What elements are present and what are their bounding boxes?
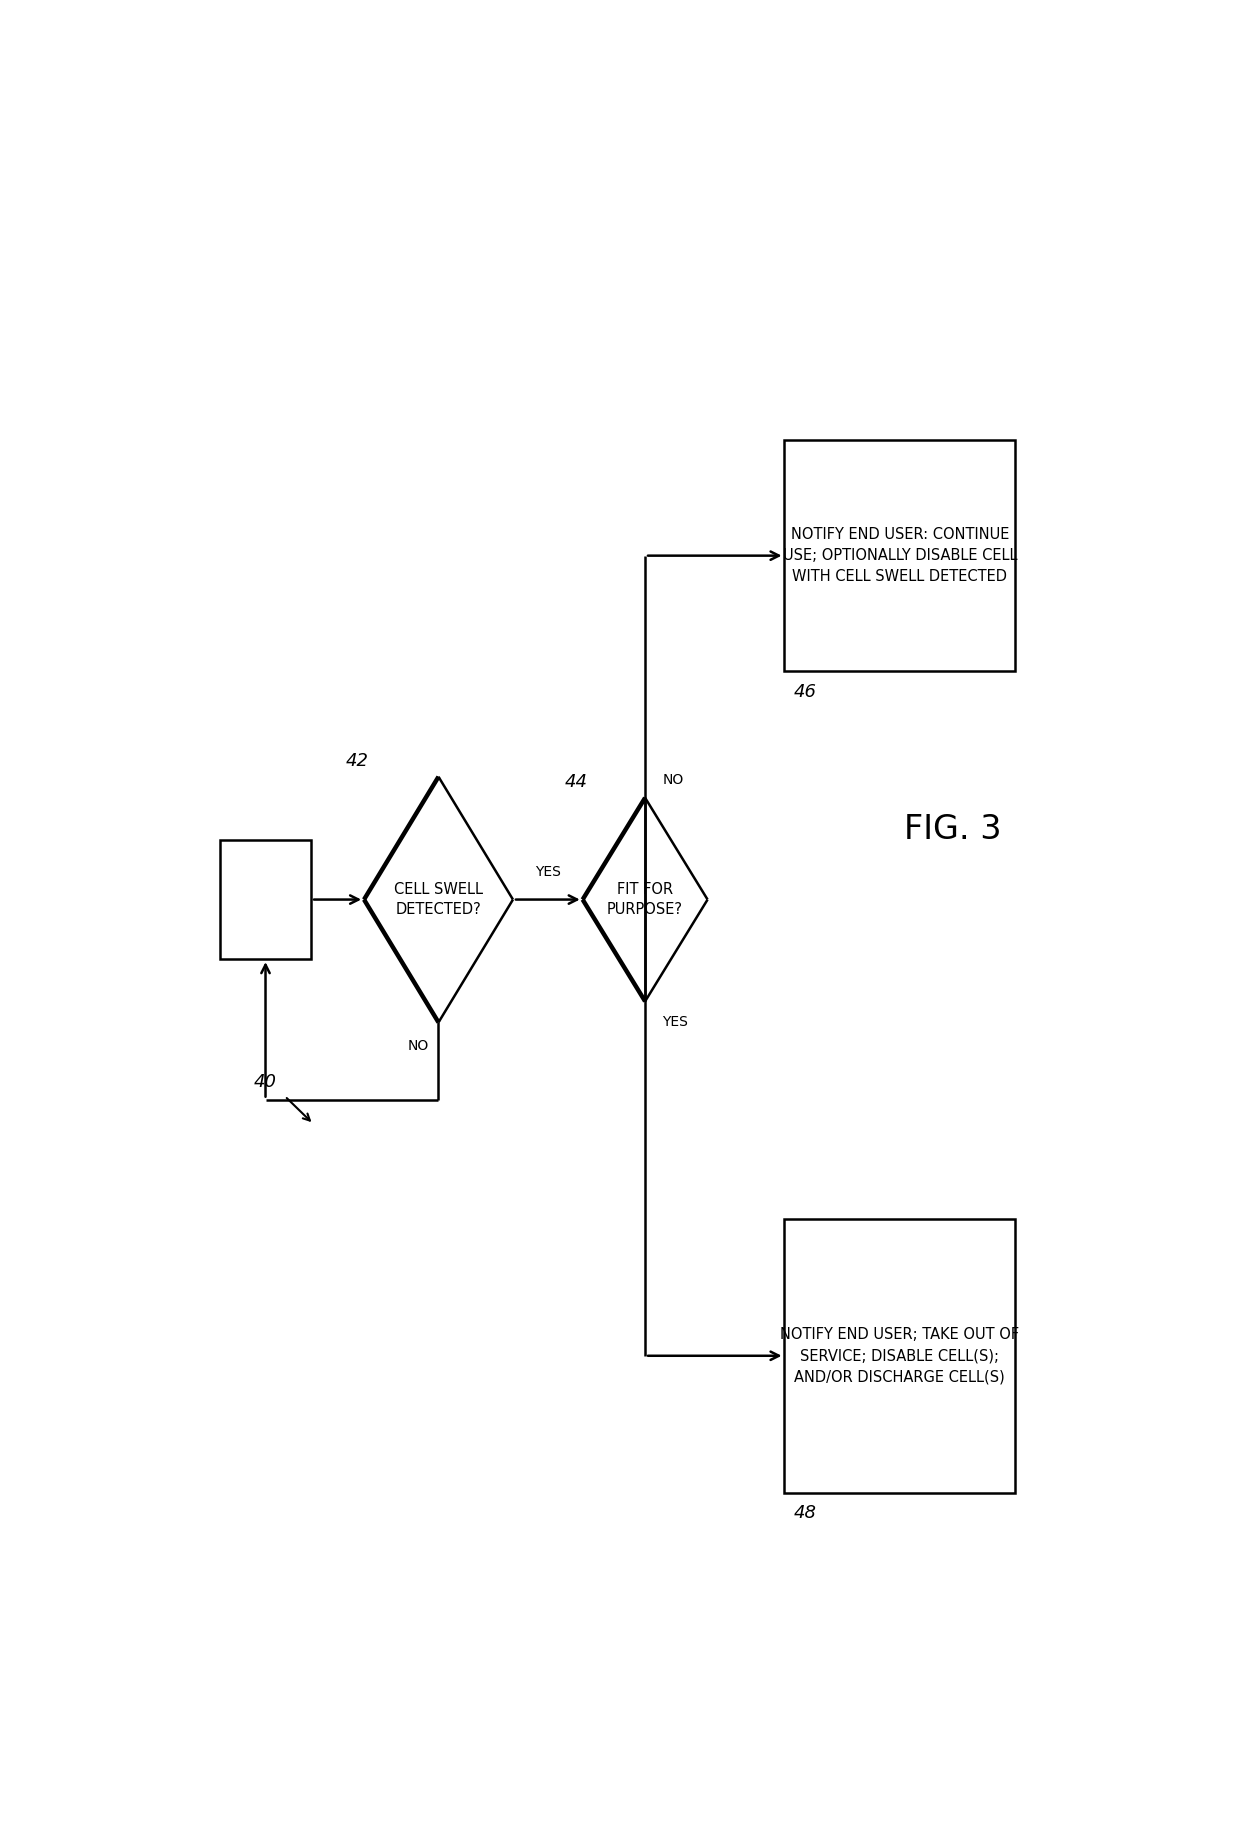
Text: YES: YES [534, 864, 560, 879]
Text: NOTIFY END USER: CONTINUE
USE; OPTIONALLY DISABLE CELL
WITH CELL SWELL DETECTED: NOTIFY END USER: CONTINUE USE; OPTIONALL… [782, 527, 1017, 583]
Text: YES: YES [662, 1015, 688, 1030]
Bar [219, 840, 311, 959]
Text: FIG. 3: FIG. 3 [904, 813, 1002, 846]
Text: NOTIFY END USER; TAKE OUT OF
SERVICE; DISABLE CELL(S);
AND/OR DISCHARGE CELL(S): NOTIFY END USER; TAKE OUT OF SERVICE; DI… [780, 1327, 1019, 1384]
Text: 46: 46 [794, 682, 817, 700]
Text: 40: 40 [254, 1074, 277, 1090]
Bar [785, 1220, 1016, 1493]
Text: NO: NO [408, 1039, 429, 1054]
Text: CELL SWELL
DETECTED?: CELL SWELL DETECTED? [394, 882, 484, 917]
Text: 44: 44 [564, 773, 588, 791]
Text: 48: 48 [794, 1504, 817, 1522]
Text: 42: 42 [346, 751, 368, 769]
Bar [785, 439, 1016, 671]
Text: FIT FOR
PURPOSE?: FIT FOR PURPOSE? [608, 882, 683, 917]
Text: NO: NO [662, 773, 683, 786]
